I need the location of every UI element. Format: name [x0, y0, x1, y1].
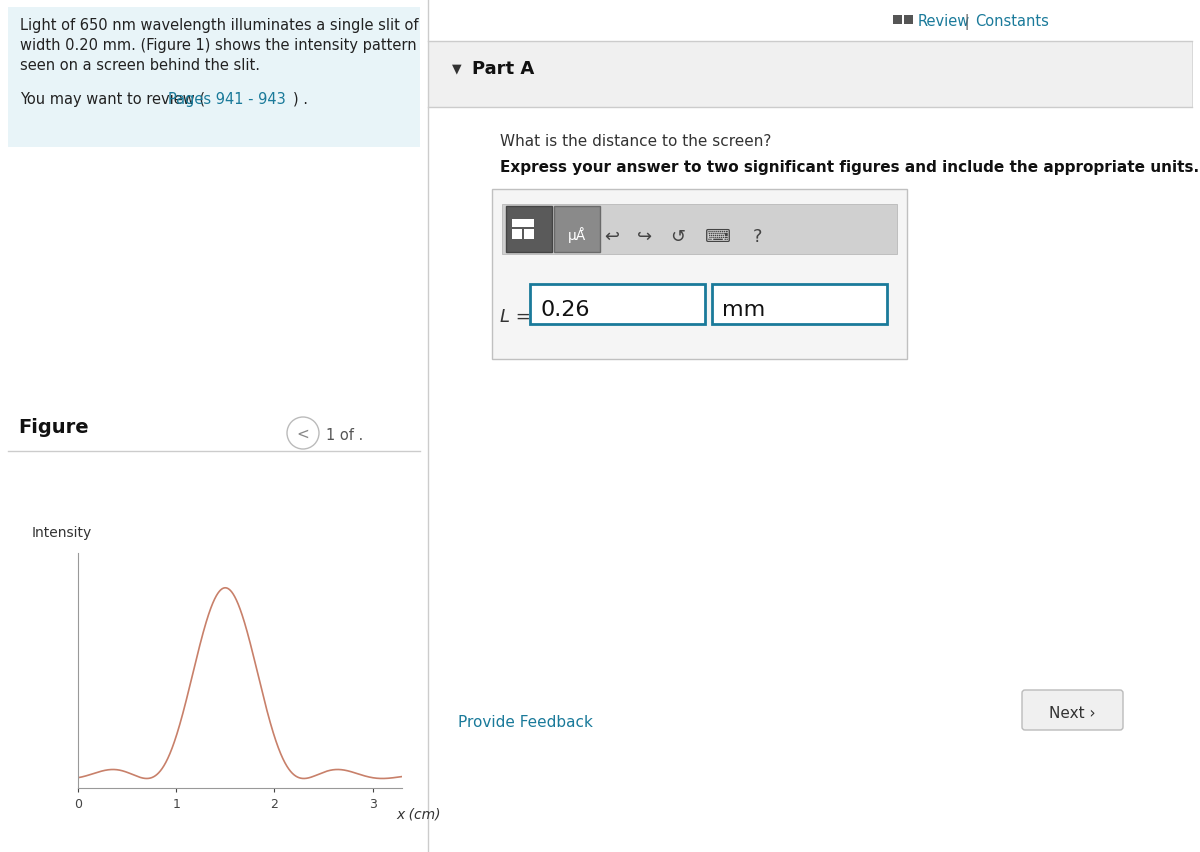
Text: ⌨: ⌨	[706, 227, 731, 245]
Text: L =: L =	[500, 308, 530, 325]
Text: ?: ?	[754, 227, 763, 245]
FancyBboxPatch shape	[512, 230, 522, 239]
FancyBboxPatch shape	[492, 190, 907, 360]
FancyBboxPatch shape	[530, 285, 706, 325]
Text: μÅ: μÅ	[568, 227, 586, 243]
FancyBboxPatch shape	[502, 204, 898, 255]
Text: seen on a screen behind the slit.: seen on a screen behind the slit.	[20, 58, 260, 73]
Text: ↺: ↺	[671, 227, 685, 245]
Text: 1 of .: 1 of .	[326, 428, 364, 442]
Text: ↩: ↩	[605, 227, 619, 245]
Y-axis label: Intensity: Intensity	[31, 526, 92, 540]
Text: Light of 650 nm wavelength illuminates a single slit of: Light of 650 nm wavelength illuminates a…	[20, 18, 419, 33]
Text: Constants: Constants	[974, 14, 1049, 29]
Text: Figure: Figure	[18, 417, 89, 436]
Text: width 0.20 mm. (Figure 1) shows the intensity pattern: width 0.20 mm. (Figure 1) shows the inte…	[20, 38, 416, 53]
Text: You may want to review (: You may want to review (	[20, 92, 205, 106]
Text: 0.26: 0.26	[540, 300, 589, 320]
Circle shape	[287, 417, 319, 450]
Text: Part A: Part A	[472, 60, 534, 78]
Text: What is the distance to the screen?: What is the distance to the screen?	[500, 134, 772, 149]
FancyBboxPatch shape	[904, 16, 913, 25]
FancyBboxPatch shape	[712, 285, 887, 325]
Text: ) .: ) .	[293, 92, 308, 106]
FancyBboxPatch shape	[1022, 690, 1123, 730]
Text: ↪: ↪	[637, 227, 653, 245]
FancyBboxPatch shape	[8, 8, 420, 148]
Text: Review: Review	[918, 14, 971, 29]
FancyBboxPatch shape	[524, 230, 534, 239]
Text: ▼: ▼	[452, 62, 462, 75]
FancyBboxPatch shape	[428, 42, 1192, 108]
Text: Pages 941 - 943: Pages 941 - 943	[168, 92, 286, 106]
FancyBboxPatch shape	[512, 220, 534, 227]
FancyBboxPatch shape	[506, 207, 552, 253]
FancyBboxPatch shape	[554, 207, 600, 253]
Text: mm: mm	[722, 300, 766, 320]
X-axis label: x (cm): x (cm)	[396, 807, 440, 820]
FancyBboxPatch shape	[893, 16, 902, 25]
Text: Provide Feedback: Provide Feedback	[458, 714, 593, 729]
Text: Next ›: Next ›	[1049, 705, 1096, 720]
Text: Express your answer to two significant figures and include the appropriate units: Express your answer to two significant f…	[500, 160, 1199, 175]
Text: <: <	[296, 427, 310, 441]
Text: |: |	[960, 14, 974, 30]
